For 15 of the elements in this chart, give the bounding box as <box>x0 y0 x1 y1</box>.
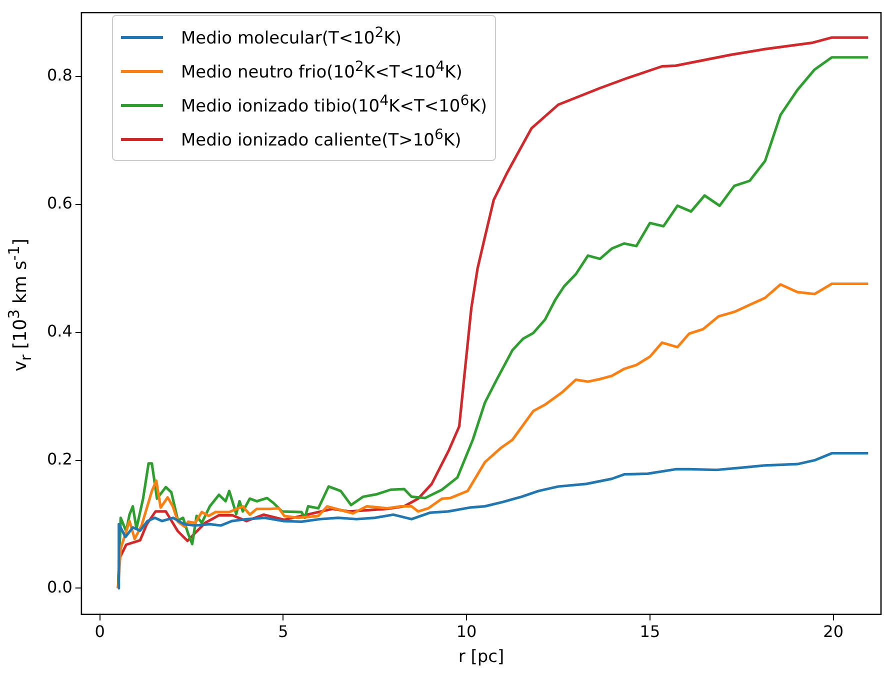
legend-label: Medio molecular(T<10$^{2}$K) <box>181 25 402 49</box>
x-tick-label: 15 <box>640 622 660 642</box>
x-tick-label: 10 <box>456 622 477 642</box>
legend-label: Medio neutro frio(10$^{2}$K<T<10$^{4}$K) <box>181 59 462 83</box>
legend-label: Medio ionizado caliente(T>10$^{6}$K) <box>181 127 462 151</box>
y-tick-label: 0.4 <box>46 322 72 341</box>
y-tick-label: 0.0 <box>46 577 72 596</box>
y-tick-label: 0.6 <box>46 194 72 213</box>
y-tick-label: 0.2 <box>46 449 72 468</box>
x-tick-label: 0 <box>94 622 105 642</box>
x-axis-title: r [pc] <box>458 647 504 668</box>
legend-label: Medio ionizado tibio(10$^{4}$K<T<10$^{6}$K) <box>181 93 488 117</box>
x-tick-label: 20 <box>823 622 844 642</box>
x-tick-label: 5 <box>278 622 288 642</box>
y-tick-label: 0.8 <box>46 66 72 85</box>
